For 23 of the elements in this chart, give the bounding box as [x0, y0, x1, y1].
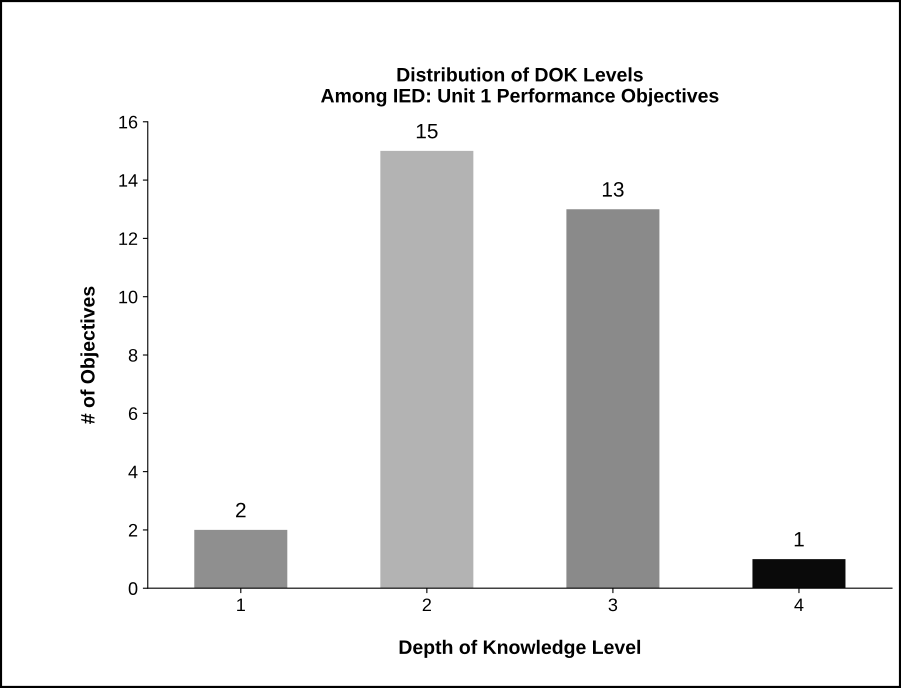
- chart-title: Distribution of DOK Levels Among IED: Unit 1 Performance Objectives: [321, 67, 718, 106]
- data-label: 1: [794, 532, 804, 546]
- y-tick-label: 14: [119, 174, 138, 187]
- x-tick-label: 2: [422, 598, 431, 612]
- y-tick-label: 6: [128, 407, 138, 420]
- y-tick-label: 4: [128, 466, 138, 478]
- x-tick-label: 4: [794, 598, 804, 612]
- bar: [380, 150, 474, 588]
- x-tick-label: 1: [237, 598, 245, 612]
- y-tick-label: 0: [128, 582, 138, 595]
- data-label: 2: [236, 502, 246, 518]
- x-tick-label: 3: [608, 598, 618, 612]
- bar: [194, 530, 288, 588]
- data-label: 13: [602, 182, 624, 197]
- y-tick-label: 12: [119, 232, 138, 245]
- y-tick-label: 8: [128, 348, 138, 362]
- data-label: 15: [416, 124, 438, 138]
- y-tick-label: 16: [119, 116, 138, 128]
- y-tick-label: 2: [128, 524, 138, 536]
- x-axis-title: Depth of Knowledge Level: [400, 640, 640, 658]
- y-axis-title: # of Objectives: [80, 286, 99, 424]
- bar: [566, 209, 660, 588]
- y-tick-label: 10: [119, 290, 138, 304]
